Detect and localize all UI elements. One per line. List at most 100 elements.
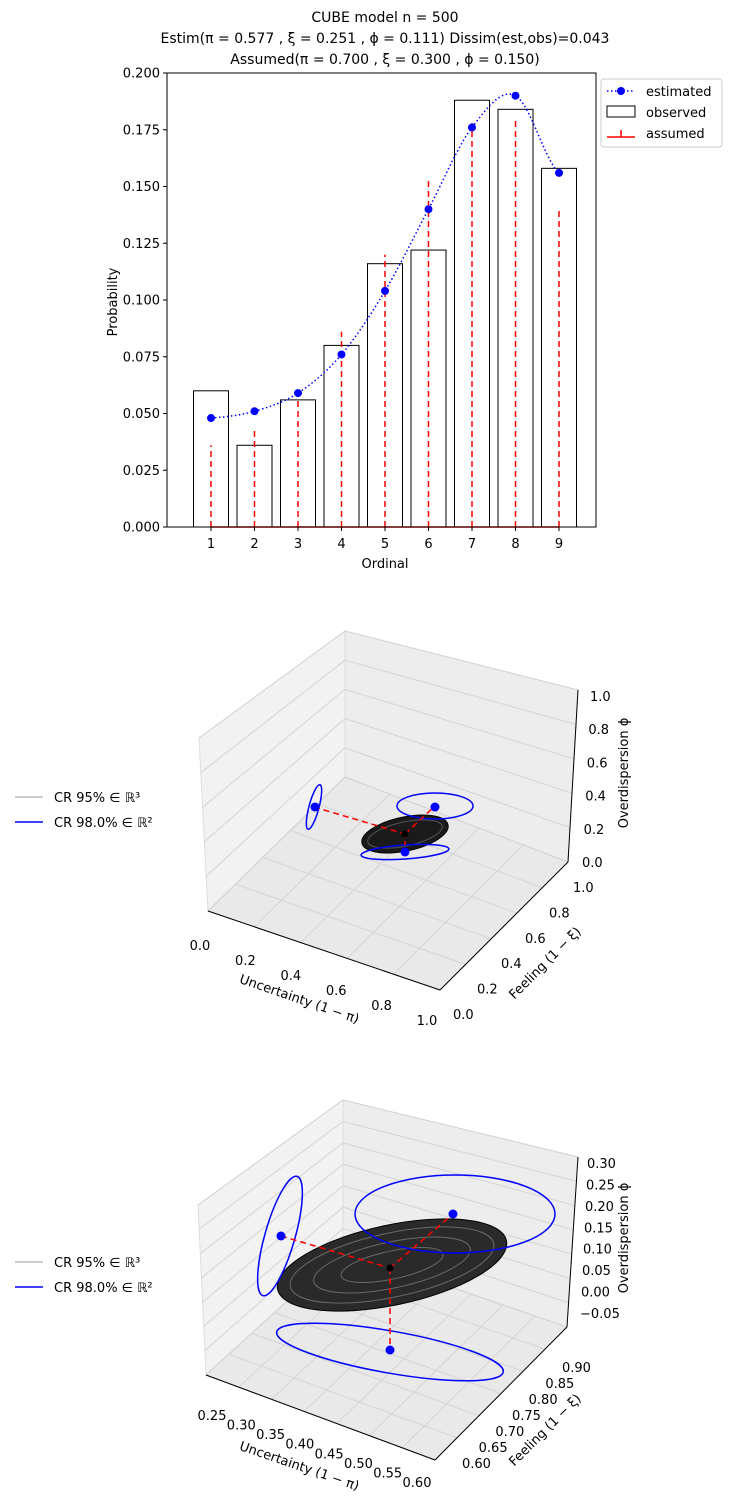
grid-lines	[198, 630, 579, 991]
projection-line-back	[404, 805, 436, 835]
grid-line	[197, 1099, 344, 1206]
grid-line	[200, 659, 346, 773]
z-tick-label: 0.00	[581, 1286, 610, 1301]
y-tick-label: 0.0	[453, 1008, 474, 1023]
x-axis-line	[207, 910, 441, 991]
y-tick-label: 0.125	[123, 237, 160, 252]
projection-point-back	[448, 1209, 458, 1219]
x-tick-label: 0.2	[235, 954, 256, 969]
projection-line-back	[389, 1213, 454, 1269]
legend-observed-swatch	[606, 105, 636, 118]
projection-point-floor	[385, 1345, 395, 1355]
grid-line	[202, 1185, 344, 1303]
grid-line	[342, 1163, 574, 1231]
y-axis-line	[434, 1326, 568, 1461]
y-tick-label: 0.4	[501, 957, 522, 972]
grid-line	[204, 718, 346, 843]
cr2-ellipse-back	[396, 792, 474, 820]
cr2-ellipse-floor	[275, 1322, 505, 1382]
z-axis-line	[567, 689, 579, 863]
y-tick-label: 0.200	[123, 67, 160, 82]
x-axis-line	[205, 1374, 436, 1461]
x-tick-label: 1	[207, 537, 215, 552]
legend-estimated-label: estimated	[646, 85, 711, 100]
y-tick-label: 0.2	[477, 983, 498, 998]
legend-cr2-label: CR 98.0% ∈ ℝ²	[54, 1281, 153, 1296]
estimated-point	[424, 205, 433, 214]
estimate-point	[386, 1264, 394, 1272]
x-tick-label: 0.40	[285, 1438, 314, 1453]
y-tick-label: 0.8	[549, 906, 570, 921]
y-tick-label: 0.000	[123, 521, 160, 536]
grid-line	[342, 1142, 575, 1207]
grid-line	[228, 1353, 458, 1439]
grid-line	[207, 776, 346, 912]
projection-point-floor	[400, 847, 410, 857]
3d-plot-full: 0.00.20.40.60.81.0 0.00.20.40.60.81.00.00…	[15, 630, 632, 1029]
bar-chart: CUBE model n = 500 Estim(π = 0.577 , ξ =…	[106, 10, 723, 572]
grid-line	[198, 630, 346, 739]
projection-point-back	[430, 802, 440, 812]
y-tick-label: 1.0	[573, 881, 594, 896]
cr3-ellipsoid-mesh-1	[289, 1226, 495, 1304]
legend-cr3-label: CR 95% ∈ ℝ³	[54, 1256, 140, 1271]
y-tick-label: 0.75	[512, 1409, 541, 1424]
y-tick-label: 0.150	[123, 180, 160, 195]
y-tick-label: 0.100	[123, 294, 160, 309]
grid-line	[199, 1142, 344, 1254]
cr3-ellipsoid-mesh-3	[340, 1247, 444, 1283]
legend-estimated-marker	[617, 87, 625, 95]
x-tick-label: 0.30	[227, 1419, 256, 1434]
cr3-ellipsoid-mesh	[367, 819, 443, 849]
z-tick-label: 0.6	[587, 756, 608, 771]
x-tick-label: 5	[381, 537, 389, 552]
grid-line	[344, 718, 573, 794]
chart-title-line-3: Assumed(π = 0.700 , ξ = 0.300 , ϕ = 0.15…	[230, 52, 539, 68]
legend-observed-label: observed	[646, 106, 706, 121]
z-tick-label: 0.15	[584, 1221, 613, 1236]
x-tick-label: 0.25	[198, 1409, 227, 1424]
y-tick-label: 0.65	[479, 1441, 508, 1456]
x-tick-label: 0.55	[373, 1466, 402, 1481]
cr3-ellipsoid	[276, 1218, 508, 1312]
z-axis-label: Overdispersion ϕ	[617, 718, 632, 829]
projection-line-side	[313, 806, 406, 835]
z-tick-label: 1.0	[590, 690, 611, 705]
y-tick-label: 0.075	[123, 350, 160, 365]
cr2-ellipse-floor	[360, 843, 450, 861]
grid-line	[201, 1163, 344, 1279]
x-tick-label: 0.0	[190, 939, 211, 954]
grid-line	[262, 856, 492, 940]
z-tick-label: 0.10	[583, 1243, 612, 1258]
grid-line	[342, 1099, 579, 1158]
estimated-point	[250, 407, 259, 416]
projection-line-side	[280, 1235, 391, 1269]
x-tick-label: 0.45	[315, 1447, 344, 1462]
y-tick-label: 0.70	[495, 1425, 524, 1440]
y-tick-label: 0.175	[123, 123, 160, 138]
grid-line	[344, 776, 569, 863]
grid-line	[202, 689, 346, 808]
estimated-point	[294, 389, 302, 398]
y-tick-label: 0.6	[525, 932, 546, 947]
estimated-point	[381, 286, 389, 295]
z-tick-label: 0.0	[582, 856, 603, 871]
axis-ticks: 0.00.20.40.60.81.0 0.00.20.40.60.81.00.00…	[190, 690, 611, 1029]
y-axis-ticks: 0.000 0.025 0.050 0.075 0.100 0.125 0.150 0.175…	[123, 67, 167, 536]
grid-line	[344, 747, 571, 829]
x-tick-label: 0.8	[371, 999, 392, 1014]
y-tick-label: 0.025	[123, 464, 160, 479]
3d-plot-zoomed: 0.250.300.350.400.450.500.550.600.600.65…	[15, 1099, 632, 1494]
z-tick-label: 0.2	[584, 823, 605, 838]
grid-line	[203, 1206, 344, 1327]
3d-plot-full-legend: CR 95% ∈ ℝ³ CR 98.0% ∈ ℝ²	[15, 791, 153, 831]
x-tick-label: 1.0	[417, 1014, 438, 1029]
grid-line	[205, 747, 346, 877]
legend-assumed-label: assumed	[646, 127, 705, 142]
y-axis-line	[439, 861, 569, 991]
x-tick-label: 2	[250, 537, 258, 552]
grid-line	[251, 1332, 480, 1417]
grid-line	[198, 1121, 344, 1230]
z-tick-label: 0.8	[588, 723, 609, 738]
